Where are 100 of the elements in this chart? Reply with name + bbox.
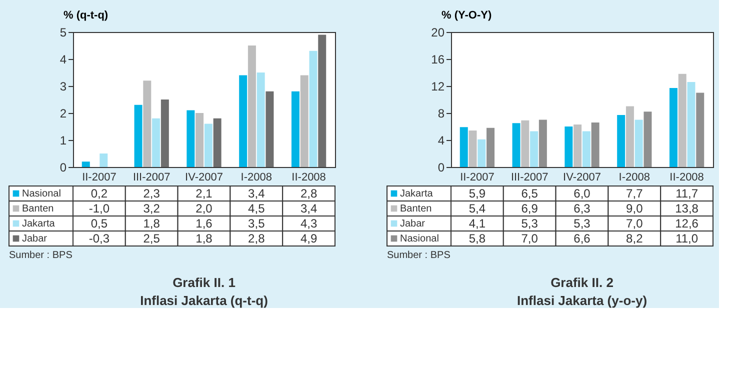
bar — [291, 91, 300, 167]
data-label: 12,6 — [675, 216, 699, 230]
x-tick-label: II-2007 — [460, 172, 494, 184]
data-label: 3,4 — [300, 202, 318, 216]
y-tick-label: 3 — [60, 80, 67, 94]
y-tick-label: 20 — [431, 26, 445, 40]
text: Grafik II. 1 — [172, 275, 236, 290]
legend-label: Jakarta — [400, 188, 434, 200]
bar — [152, 118, 160, 167]
y-tick-label: 5 — [60, 26, 67, 40]
bar — [300, 75, 308, 167]
bar — [460, 127, 468, 167]
x-tick-label: I-2008 — [240, 172, 272, 184]
data-label: 2,3 — [143, 186, 160, 200]
x-tick-label: III-2007 — [510, 172, 548, 184]
bar — [160, 100, 169, 167]
bar — [669, 88, 678, 167]
text: Inflasi Jakarta (y-o-y) — [516, 293, 648, 308]
data-label: 4,9 — [300, 232, 318, 246]
data-label: 3,5 — [248, 216, 266, 230]
data-label: 1,6 — [196, 216, 213, 230]
text: Inflasi Jakarta (q-t-q) — [140, 293, 268, 308]
y-tick-label: 12 — [431, 80, 445, 94]
bar — [100, 154, 108, 167]
legend-label: Banten — [400, 204, 432, 214]
data-label: 6,9 — [521, 202, 538, 216]
bar — [256, 72, 265, 167]
bar — [468, 130, 477, 167]
text: Sumber : BPS — [9, 250, 73, 261]
y-axis-title: % (q-t-q) — [64, 10, 108, 22]
data-label: 7,0 — [521, 232, 538, 246]
data-label: 2,1 — [196, 186, 213, 200]
bar — [266, 91, 274, 167]
y-tick-label: 4 — [60, 52, 67, 66]
x-tick-label: IV-2007 — [185, 172, 223, 184]
data-label: 7,0 — [626, 216, 644, 230]
bar — [318, 34, 326, 167]
data-label: 5,9 — [468, 186, 486, 200]
bar — [617, 115, 626, 167]
bar — [309, 50, 318, 167]
x-tick-label: II-2008 — [670, 172, 704, 184]
y-tick-label: 8 — [438, 106, 445, 120]
data-label: 0,5 — [90, 216, 108, 230]
bar — [538, 120, 547, 167]
data-label: 11,0 — [676, 232, 698, 246]
y-tick-label: 2 — [60, 106, 67, 120]
bar — [143, 80, 152, 167]
text: Grafik II. 2 — [550, 275, 614, 290]
bar — [248, 46, 256, 167]
data-label: 11,7 — [676, 186, 698, 200]
legend-label: Jakarta — [22, 218, 56, 230]
bar — [196, 113, 204, 167]
x-tick-label: II-2007 — [82, 172, 116, 184]
legend-label: Jabar — [400, 218, 426, 230]
data-label: 1,8 — [196, 232, 213, 246]
bar — [478, 139, 486, 167]
bar — [512, 123, 520, 167]
y-tick-label: 4 — [438, 134, 445, 148]
y-tick-label: 16 — [431, 52, 445, 66]
data-label: 13,8 — [675, 202, 699, 216]
data-label: 8,2 — [626, 232, 644, 246]
legend-label: Jabar — [22, 234, 48, 244]
bar — [687, 82, 696, 167]
data-label: 4,1 — [468, 216, 486, 230]
data-label: 6,5 — [521, 186, 538, 200]
x-tick-label: III-2007 — [132, 172, 170, 184]
text: -1,0 — [88, 202, 110, 216]
bar — [486, 128, 495, 167]
data-label: 2,8 — [248, 232, 266, 246]
text: Sumber : BPS — [387, 250, 451, 261]
bar — [696, 92, 704, 167]
legend-label: Banten — [22, 204, 54, 214]
bar — [582, 131, 590, 167]
data-label: 5,3 — [521, 216, 538, 230]
bar — [239, 75, 248, 167]
data-label: 9,0 — [626, 202, 644, 216]
data-label: 5,4 — [468, 202, 486, 216]
data-label: 6,6 — [574, 232, 591, 246]
legend-label: Nasional — [22, 188, 61, 200]
data-label: 2,8 — [300, 186, 318, 200]
y-tick-label: 1 — [60, 134, 67, 148]
legend-label: Nasional — [400, 234, 439, 244]
bar — [521, 120, 530, 167]
data-label: 1,8 — [143, 216, 160, 230]
data-label: 3,4 — [248, 186, 266, 200]
data-label: 0,2 — [90, 186, 108, 200]
data-label: 5,8 — [468, 232, 486, 246]
bar — [204, 124, 212, 167]
bar — [213, 118, 222, 167]
bar — [82, 162, 90, 167]
data-label: 5,3 — [574, 216, 591, 230]
bar — [626, 106, 634, 167]
bar — [530, 131, 538, 167]
bar — [678, 74, 686, 167]
y-axis-title: % (Y-O-Y) — [442, 10, 492, 22]
data-label: 4,5 — [248, 202, 266, 216]
data-label: 6,0 — [574, 186, 591, 200]
bar — [186, 110, 195, 167]
y-tick-label: 0 — [438, 160, 445, 174]
text: -0,3 — [88, 232, 110, 246]
